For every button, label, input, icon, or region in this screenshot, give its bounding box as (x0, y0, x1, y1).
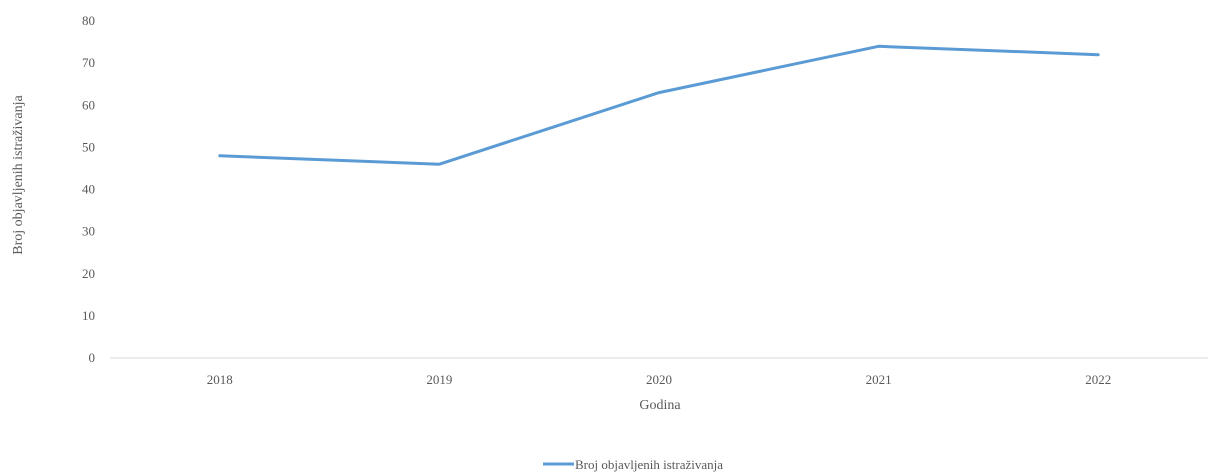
y-tick-label: 0 (89, 350, 96, 365)
y-tick-label: 20 (82, 266, 95, 281)
y-tick-label: 10 (82, 308, 95, 323)
y-tick-label: 60 (82, 97, 95, 112)
y-axis-ticks: 0 10 20 30 40 50 60 70 80 (82, 13, 95, 365)
series-line (218, 44, 1100, 166)
legend-label: Broj objavljenih istraživanja (575, 457, 723, 472)
legend: Broj objavljenih istraživanja (543, 457, 723, 472)
y-tick-label: 40 (82, 182, 95, 197)
x-axis-title: Godina (639, 398, 681, 413)
x-axis-ticks: 2018 2019 2020 2021 2022 (207, 372, 1111, 387)
x-tick-label: 2022 (1085, 372, 1111, 387)
y-tick-label: 30 (82, 224, 95, 239)
x-tick-label: 2021 (866, 372, 892, 387)
x-tick-label: 2020 (646, 372, 672, 387)
x-tick-label: 2019 (426, 372, 452, 387)
y-tick-label: 50 (82, 139, 95, 154)
x-tick-label: 2018 (207, 372, 233, 387)
y-tick-label: 70 (82, 55, 95, 70)
y-tick-label: 80 (82, 13, 95, 28)
y-axis-title: Broj objavljenih istraživanja (11, 95, 26, 255)
